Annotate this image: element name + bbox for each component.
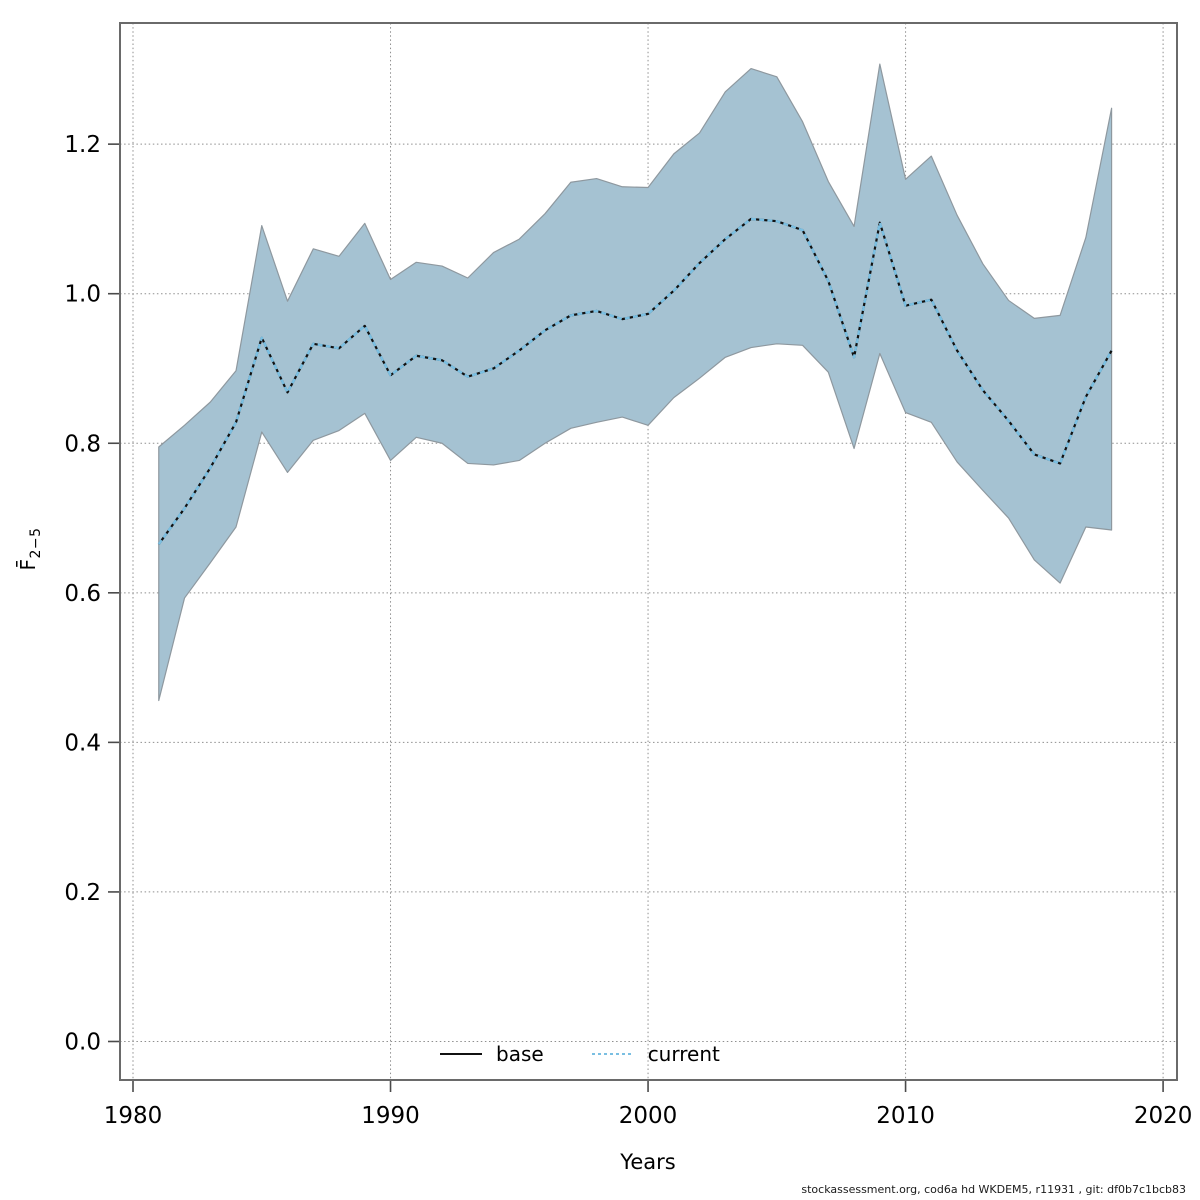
base-line-sample-icon xyxy=(440,1052,482,1056)
x-tick-label: 2010 xyxy=(876,1103,935,1129)
current-line-sample-icon xyxy=(591,1052,634,1056)
chart-legend: base current xyxy=(440,1041,720,1067)
y-tick-label: 1.0 xyxy=(64,282,101,308)
grid-lines xyxy=(120,23,1177,1080)
legend-label-current: current xyxy=(647,1042,720,1066)
attribution-footer: stockassessment.org, cod6a hd WKDEM5, r1… xyxy=(801,1183,1186,1196)
x-tick-label: 2000 xyxy=(619,1103,678,1129)
y-axis-label: F̄2−5 xyxy=(16,527,44,571)
legend-label-base: base xyxy=(496,1042,544,1066)
axis-tick-labels: 1980 1990 2000 2010 2020 0.0 0.2 0.4 0.6 0.8 1.0 1.… xyxy=(64,132,1192,1129)
y-tick-label: 0.4 xyxy=(64,730,101,756)
y-tick-label: 0.2 xyxy=(64,880,101,906)
plot-frame xyxy=(119,22,1178,1081)
x-axis-label: Years xyxy=(620,1150,676,1174)
current-line xyxy=(157,217,1113,545)
x-tick-label: 2020 xyxy=(1134,1103,1193,1129)
y-tick-label: 1.2 xyxy=(64,132,101,158)
y-tick-label: 0.6 xyxy=(64,581,101,607)
x-tick-label: 1980 xyxy=(104,1103,163,1129)
y-tick-label: 0.0 xyxy=(64,1029,101,1055)
x-tick-label: 1990 xyxy=(361,1103,420,1129)
y-axis-label-subscript: 2−5 xyxy=(28,527,44,559)
axis-ticks xyxy=(108,143,1164,1092)
legend-item-current: current xyxy=(591,1041,720,1067)
y-tick-label: 0.8 xyxy=(64,431,101,457)
legend-item-base: base xyxy=(440,1041,544,1067)
confidence-band xyxy=(158,63,1113,702)
